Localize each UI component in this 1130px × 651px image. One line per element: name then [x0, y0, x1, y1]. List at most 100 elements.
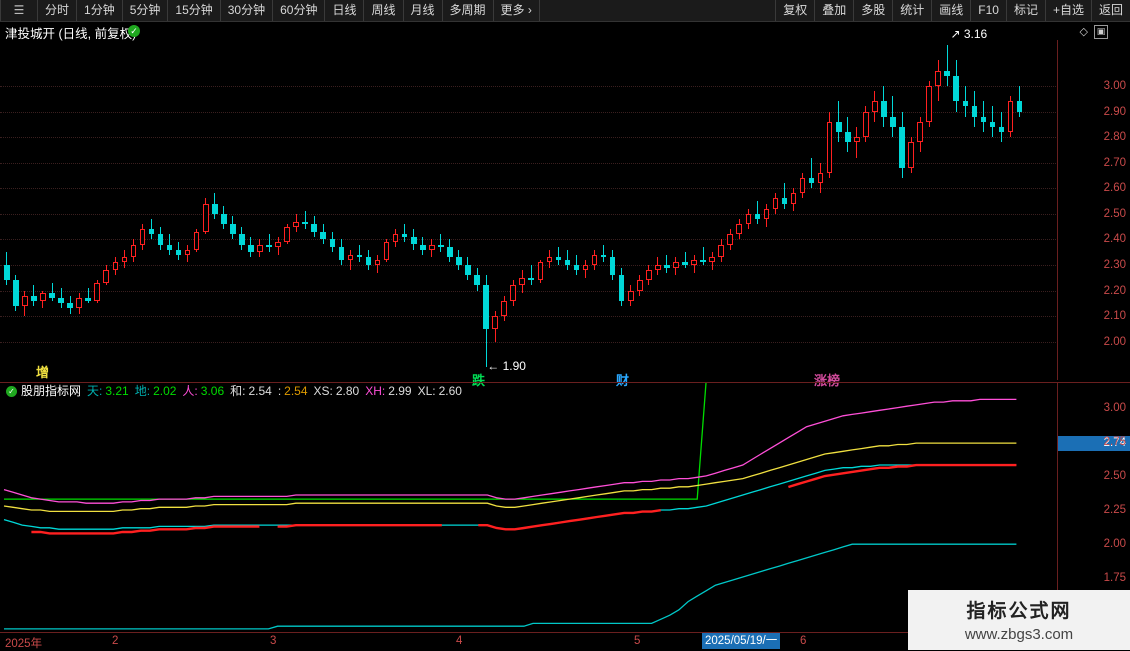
- candlestick: [492, 40, 498, 380]
- candle-wick: [530, 264, 532, 286]
- button-duogu[interactable]: 多股: [853, 0, 892, 21]
- toolbar-left-group: ☰ 分时 1分钟 5分钟 15分钟 30分钟 60分钟 日线 周线 月线 多周期…: [0, 0, 540, 21]
- period-tab-multi[interactable]: 多周期: [443, 0, 494, 21]
- indicator-name: 股朋指标网: [21, 384, 82, 398]
- candle-body: [76, 298, 82, 309]
- candle-body: [528, 277, 535, 281]
- period-tab-60min[interactable]: 60分钟: [273, 0, 326, 21]
- period-tab-daily[interactable]: 日线: [325, 0, 365, 21]
- candle-body: [510, 285, 516, 301]
- price-plot-area[interactable]: ↗ 3.16 ← 1.90 增跌 财 涨榜: [0, 27, 1058, 388]
- high-price-annotation: ↗ 3.16: [950, 27, 988, 42]
- candlestick: [266, 40, 272, 380]
- period-tab-5min[interactable]: 5分钟: [123, 0, 169, 21]
- indicator-plot-area[interactable]: [0, 383, 1058, 633]
- candle-body: [971, 106, 978, 117]
- candlestick: [284, 40, 290, 380]
- candle-wick: [811, 157, 813, 189]
- candlestick: [374, 40, 381, 380]
- candlestick: [826, 40, 833, 380]
- indicator-values: 天: 3.21 地: 2.02 人: 3.06 和: 2.54:2.54 XS: 2.80 XH: 2…: [81, 382, 462, 399]
- candle-body: [293, 221, 299, 227]
- button-huaxian[interactable]: 画线: [931, 0, 970, 21]
- period-tab-30min[interactable]: 30分钟: [221, 0, 274, 21]
- candle-body: [808, 178, 815, 184]
- candlestick: [591, 40, 598, 380]
- date-tick-4: 5: [634, 635, 641, 647]
- candle-body: [980, 116, 987, 122]
- candlestick: [555, 40, 562, 380]
- candle-body: [329, 239, 336, 248]
- indicator-field-value-0: 3.21: [105, 384, 129, 398]
- candlestick: [636, 40, 643, 380]
- candlestick: [248, 40, 254, 380]
- period-tab-more[interactable]: 更多 ›: [494, 0, 540, 21]
- candle-body: [627, 290, 634, 301]
- candle-body: [456, 257, 462, 265]
- indicator-lines: [3, 383, 1017, 630]
- candle-body: [275, 241, 281, 248]
- date-tick-2: 3: [270, 635, 277, 647]
- period-tab-weekly[interactable]: 周线: [364, 0, 404, 21]
- candlestick: [94, 40, 101, 380]
- chart-text-annotation-0: 增: [36, 365, 50, 380]
- candlestick: [573, 40, 580, 380]
- indicator-highlight-segment-3: [788, 463, 1017, 489]
- toolbar-right-group: 复权 叠加 多股 统计 画线 F10 标记 +自选 返回: [775, 0, 1130, 21]
- layout-icon[interactable]: ▣: [1094, 25, 1108, 39]
- indicator-field-label-1: 地:: [134, 384, 151, 398]
- candle-wick: [358, 244, 360, 263]
- button-return[interactable]: 返回: [1090, 0, 1130, 21]
- indicator-field-value-4: 2.54: [284, 384, 308, 398]
- button-fuquan[interactable]: 复权: [775, 0, 814, 21]
- candlestick: [754, 40, 761, 380]
- candlestick: [917, 40, 923, 380]
- period-tab-1min[interactable]: 1分钟: [77, 0, 123, 21]
- candlestick: [130, 40, 137, 380]
- candle-body: [1007, 101, 1014, 133]
- candlestick: [582, 40, 589, 380]
- button-tongji[interactable]: 统计: [892, 0, 931, 21]
- indicator-field-value-3: 2.54: [248, 384, 272, 398]
- period-tab-monthly[interactable]: 月线: [404, 0, 443, 21]
- candle-body: [546, 257, 553, 263]
- date-tick-5: 6: [800, 635, 807, 647]
- candle-body: [211, 203, 218, 214]
- indicator-check-icon[interactable]: ✓: [6, 386, 17, 398]
- candle-body: [58, 298, 64, 304]
- candlestick: [221, 40, 227, 380]
- price-tick-label-7: 2.30: [1103, 258, 1126, 271]
- price-tick-label-9: 2.10: [1103, 310, 1126, 323]
- chart-text-annotation-1: 跌: [472, 373, 486, 388]
- verified-check-icon[interactable]: ✓: [128, 25, 140, 37]
- candle-body: [320, 231, 327, 240]
- indicator-tick-label-2: 2.50: [1103, 469, 1126, 482]
- button-f10[interactable]: F10: [970, 0, 1006, 21]
- price-tick-label-0: 3.00: [1103, 80, 1126, 92]
- candlestick: [691, 40, 697, 380]
- chart-text-annotation-2: 财: [616, 373, 630, 388]
- candlestick: [745, 40, 752, 380]
- candlestick: [664, 40, 670, 380]
- candle-body: [863, 111, 869, 138]
- period-tab-15min[interactable]: 15分钟: [168, 0, 221, 21]
- button-add-favorite[interactable]: +自选: [1044, 0, 1091, 21]
- candle-body: [555, 257, 562, 260]
- diamond-icon[interactable]: ◇: [1079, 26, 1088, 38]
- candle-body: [817, 172, 824, 184]
- page-title: 津投城开 (日线, 前复权): [5, 27, 137, 41]
- candle-body: [13, 280, 19, 306]
- candlestick: [121, 40, 128, 380]
- candle-body: [419, 244, 426, 250]
- button-diejia[interactable]: 叠加: [814, 0, 853, 21]
- button-biaoji[interactable]: 标记: [1005, 0, 1045, 21]
- indicator-header: ✓ 股朋指标网 天: 3.21 地: 2.02 人: 3.06 和: 2.54:2.54 XS: 2.…: [0, 382, 1130, 399]
- candlestick: [763, 40, 770, 380]
- period-tab-fenshi[interactable]: 分时: [38, 0, 78, 21]
- menu-icon[interactable]: ☰: [0, 0, 38, 21]
- candle-body: [926, 86, 932, 122]
- candlestick: [13, 40, 19, 380]
- candle-body: [103, 270, 110, 283]
- candlestick: [863, 40, 869, 380]
- date-axis: 2025年 2 3 4 5 6 2025/05/19/一: [0, 632, 1130, 651]
